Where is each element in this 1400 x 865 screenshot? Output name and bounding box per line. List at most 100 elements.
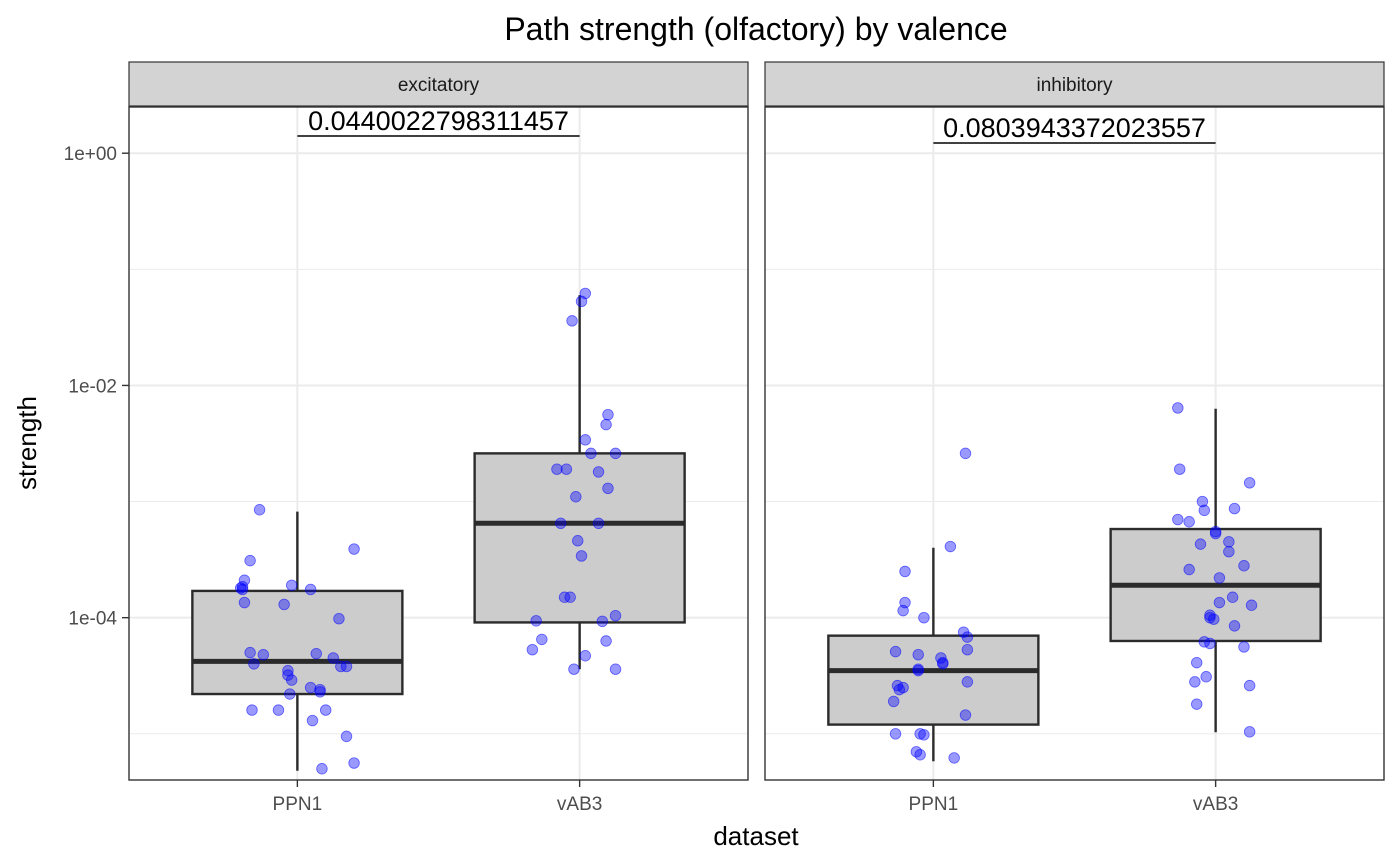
data-point [889, 728, 902, 740]
data-point [910, 746, 923, 758]
data-point [1172, 513, 1184, 526]
box [827, 634, 1040, 726]
data-point [1238, 560, 1250, 572]
data-point [918, 611, 930, 624]
box [191, 589, 404, 696]
data-point [310, 647, 322, 660]
data-point [944, 540, 957, 553]
y-tick-label: 1e-04 [68, 609, 117, 630]
data-point [912, 648, 924, 661]
data-point [912, 664, 924, 677]
box-PPN1 [191, 511, 404, 771]
x-tick-label: vAB3 [1193, 794, 1238, 815]
data-point [257, 648, 270, 661]
data-point [1243, 477, 1256, 489]
x-tick-label: PPN1 [909, 794, 959, 815]
data-point [1200, 671, 1212, 683]
data-point [914, 728, 926, 740]
data-point [327, 652, 339, 664]
box-vAB3 [473, 295, 686, 670]
panel-border [128, 106, 749, 781]
data-point [1238, 641, 1250, 653]
data-point [272, 704, 285, 716]
data-point [1191, 656, 1203, 669]
data-point [340, 730, 353, 743]
p-value-label: 0.0440022798311457 [308, 106, 569, 136]
panel-excitatory: excitatory 0.0440022798311457 PPN1 vAB3 [128, 61, 749, 815]
data-point [602, 482, 614, 495]
data-point [340, 660, 353, 673]
data-point [551, 463, 563, 475]
y-axis-title: strength [12, 396, 42, 490]
data-point [530, 615, 542, 627]
data-point [1191, 698, 1203, 710]
data-point [1208, 613, 1220, 625]
box-vAB3 [1109, 408, 1322, 733]
data-point [564, 591, 576, 603]
data-point [914, 749, 926, 761]
data-point [320, 704, 332, 716]
data-point [1183, 516, 1195, 528]
data-point [253, 504, 266, 516]
facet-strip [128, 61, 749, 107]
data-point [244, 554, 256, 567]
data-point [1243, 726, 1256, 738]
data-point [234, 582, 247, 594]
box [473, 452, 686, 624]
data-point [570, 491, 582, 503]
data-point [1213, 596, 1226, 609]
data-point [244, 646, 256, 659]
data-point [1196, 495, 1209, 508]
data-point [316, 763, 328, 775]
data-point [897, 604, 909, 617]
data-point [1245, 599, 1258, 611]
data-point [889, 645, 902, 658]
data-point [246, 704, 258, 716]
data-point [1228, 620, 1241, 632]
data-point [306, 714, 319, 727]
data-point [579, 434, 592, 446]
panel-inhibitory: inhibitory 0.0803943372023557 PPN1 vAB3 [764, 61, 1385, 815]
data-point [1209, 527, 1222, 540]
data-point [278, 598, 290, 611]
data-point [1183, 563, 1195, 576]
data-point [602, 408, 614, 421]
data-point [348, 543, 360, 555]
data-point [572, 535, 584, 547]
data-point [592, 466, 605, 478]
p-value-label: 0.0803943372023557 [943, 113, 1206, 143]
data-point [575, 295, 588, 308]
data-point [348, 757, 360, 769]
data-point [285, 579, 298, 592]
data-point [959, 447, 972, 460]
data-point [1223, 545, 1235, 558]
data-point [238, 596, 251, 609]
chart-title: Path strength (olfactory) by valence [504, 11, 1007, 47]
y-tick-label: 1e-02 [68, 376, 117, 397]
data-point [555, 517, 567, 529]
data-point [314, 686, 326, 698]
data-point [596, 615, 609, 628]
data-point [585, 447, 597, 460]
data-point [333, 612, 345, 625]
data-point [961, 643, 974, 656]
facet-label: inhibitory [1036, 75, 1113, 96]
data-point [1204, 637, 1216, 650]
data-point [1198, 504, 1210, 517]
data-point [566, 315, 578, 327]
data-point [536, 633, 548, 646]
data-point [284, 688, 296, 700]
data-point [600, 635, 612, 647]
data-point [1213, 572, 1226, 584]
facet-strip [764, 61, 1385, 107]
data-point [1194, 538, 1207, 550]
data-point [600, 418, 612, 431]
data-point [609, 447, 622, 460]
data-point [1228, 502, 1241, 515]
data-point [575, 550, 588, 562]
data-point [304, 681, 317, 694]
data-point [1226, 591, 1239, 603]
data-point [526, 643, 539, 656]
